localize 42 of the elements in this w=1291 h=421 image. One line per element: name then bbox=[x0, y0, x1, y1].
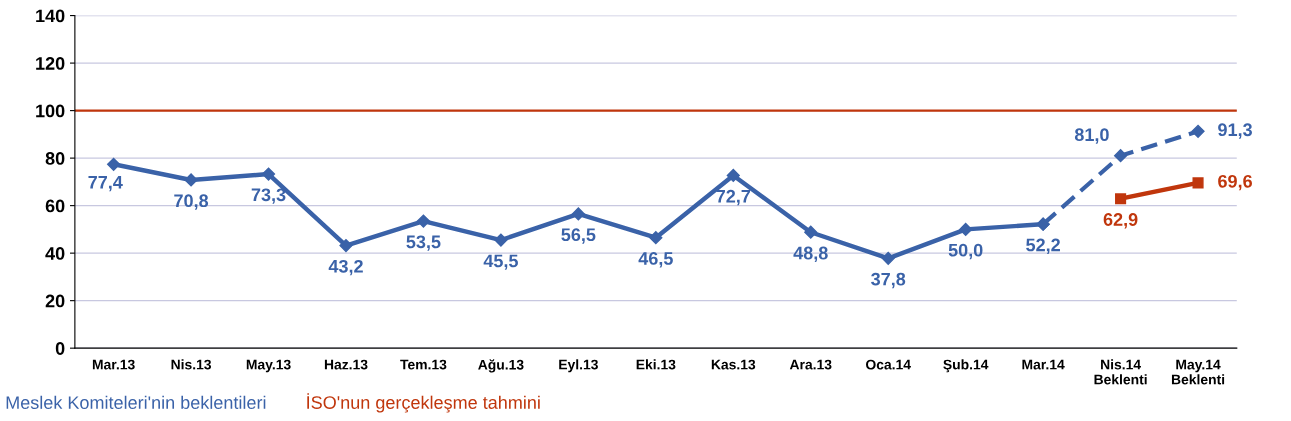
data-label: 73,3 bbox=[251, 188, 286, 204]
data-label: 77,4 bbox=[88, 176, 123, 192]
y-tick-label: 80 bbox=[45, 152, 65, 165]
x-tick-label: Eyl.13 bbox=[559, 359, 598, 373]
x-tick-label: Nis.14 Beklenti bbox=[1094, 359, 1147, 385]
text: İSO'nun gerçekleşme tahmini bbox=[307, 393, 540, 413]
data-label: 52,2 bbox=[1026, 238, 1060, 254]
y-tick-label: 40 bbox=[45, 247, 65, 260]
y-tick-label: 120 bbox=[36, 57, 65, 70]
x-tick-label: Oca.14 bbox=[866, 359, 911, 370]
x-tick-label: Şub.14 bbox=[943, 359, 989, 373]
data-label: 72,7 bbox=[716, 189, 751, 206]
x-tick-label: Eki.13 bbox=[636, 359, 676, 370]
x-tick-label: May.13 bbox=[246, 359, 291, 373]
x-tick-label: Ağu.13 bbox=[478, 359, 524, 373]
text: Meslek Komiteleri'nin beklentileri bbox=[6, 395, 266, 410]
y-tick-label: 60 bbox=[45, 199, 65, 213]
x-tick-label: Nis.13 bbox=[171, 359, 212, 370]
y-tick-label: 140 bbox=[36, 9, 65, 23]
data-label: 46,5 bbox=[638, 252, 673, 268]
y-tick-label: 20 bbox=[45, 294, 65, 308]
data-label: 62,9 bbox=[1103, 213, 1138, 229]
data-label: 45,5 bbox=[483, 254, 518, 270]
x-tick-label: Ara.13 bbox=[789, 359, 832, 370]
data-label: 70,8 bbox=[174, 194, 209, 210]
data-label: 91,3 bbox=[1218, 123, 1252, 139]
data-label: 81,0 bbox=[1074, 128, 1109, 144]
x-tick-label: May.14 Beklenti bbox=[1171, 359, 1225, 385]
data-label: 53,5 bbox=[406, 235, 441, 251]
data-label: 50,0 bbox=[948, 243, 983, 260]
y-tick-label: 100 bbox=[36, 104, 65, 118]
data-label: 37,8 bbox=[871, 272, 906, 289]
x-tick-label: Tem.13 bbox=[400, 359, 447, 370]
data-label: 48,8 bbox=[793, 246, 828, 262]
data-label: 56,5 bbox=[561, 228, 596, 244]
x-tick-label: Mar.14 bbox=[1022, 359, 1065, 370]
data-label: 43,2 bbox=[328, 259, 363, 276]
x-tick-label: Mar.13 bbox=[92, 359, 135, 370]
x-tick-label: Haz.13 bbox=[324, 359, 368, 370]
y-tick-label: 0 bbox=[55, 342, 65, 355]
data-label: 69,6 bbox=[1218, 174, 1252, 191]
x-tick-label: Kas.13 bbox=[711, 359, 756, 370]
